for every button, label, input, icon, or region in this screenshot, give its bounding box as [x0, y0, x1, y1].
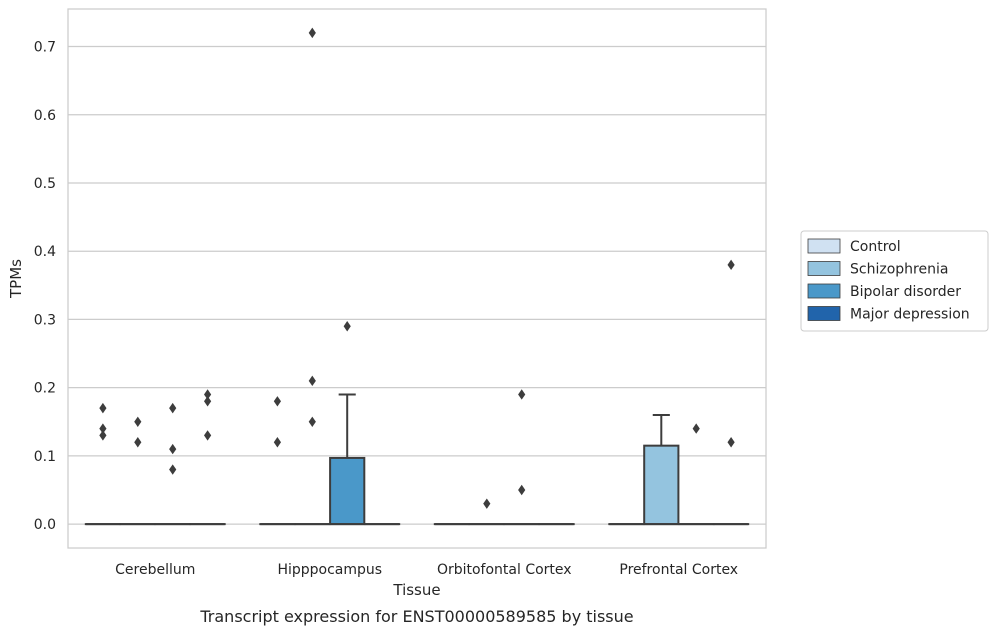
box-1-2: [468, 498, 505, 526]
y-ticks: 0.0 0.1 0.2 0.3 0.4 0.5 0.6 0.7: [34, 40, 56, 534]
box-2-3: [678, 423, 715, 526]
y-tick-label: 0.7: [34, 40, 56, 56]
legend-label: Major depression: [850, 307, 970, 323]
legend-swatch: [807, 283, 841, 299]
y-tick-label: 0.5: [34, 176, 56, 192]
y-tick-label: 0.0: [34, 517, 56, 533]
box-0-0: [84, 402, 122, 526]
outlier-point: [483, 498, 491, 509]
legend-swatch: [807, 306, 841, 321]
box-body: [643, 444, 680, 526]
outlier-point: [169, 464, 177, 475]
outlier-point: [169, 402, 177, 414]
outlier-point: [273, 396, 281, 407]
outlier-point: [727, 259, 735, 271]
box-2-1: [329, 321, 366, 526]
x-tick-label: Hipppocampus: [277, 562, 382, 578]
legend-label: Control: [850, 239, 901, 255]
outlier-point: [204, 389, 212, 400]
chart-caption: Transcript expression for ENST0000058958…: [199, 607, 633, 626]
y-tick-label: 0.1: [34, 449, 56, 465]
legend-swatch: [807, 238, 841, 254]
outlier-point: [692, 423, 700, 434]
legend-label: Schizophrenia: [850, 262, 948, 278]
x-ticks: Cerebellum Hipppocampus Orbitofontal Corte…: [115, 562, 738, 578]
box-0-1: [259, 396, 296, 526]
outlier-point: [99, 423, 107, 434]
outlier-point: [308, 416, 316, 427]
box-2-0: [154, 402, 191, 526]
outlier-point: [518, 484, 526, 496]
outlier-point: [727, 437, 735, 448]
outlier-point: [204, 396, 212, 407]
box-1-0: [119, 416, 156, 526]
box-body: [329, 456, 366, 526]
outlier-point: [134, 437, 142, 448]
outlier-point: [273, 437, 281, 448]
y-tick-label: 0.6: [34, 108, 56, 124]
box-3-3: [712, 259, 750, 526]
plot-frame: [67, 8, 767, 549]
outlier-point: [169, 443, 177, 455]
grid: [68, 45, 766, 525]
outlier-point: [343, 321, 351, 332]
box-1-3: [643, 413, 680, 526]
y-tick-label: 0.3: [34, 312, 56, 328]
x-tick-label: Cerebellum: [115, 562, 195, 578]
outlier-point: [518, 389, 526, 400]
y-axis-label: TPMs: [7, 259, 25, 299]
outlier-point: [204, 430, 212, 441]
x-axis-label: Tissue: [392, 581, 440, 599]
outlier-point: [99, 402, 107, 414]
outlier-point: [308, 27, 316, 39]
y-tick-label: 0.2: [34, 381, 56, 397]
box-1-1: [294, 27, 331, 526]
outlier-point: [134, 416, 142, 427]
legend: Control Schizophrenia Bipolar disorder Majo…: [800, 230, 989, 332]
y-tick-label: 0.4: [34, 244, 56, 260]
outlier-point: [308, 375, 316, 387]
box-3-0: [189, 389, 226, 526]
legend-swatch: [807, 261, 841, 276]
x-tick-label: Prefrontal Cortex: [619, 562, 738, 578]
legend-frame: [800, 230, 989, 332]
legend-label: Bipolar disorder: [850, 284, 961, 300]
box-2-2: [503, 389, 540, 526]
x-tick-label: Orbitofontal Cortex: [437, 562, 572, 578]
boxes: [84, 27, 750, 526]
outlier-point: [99, 430, 107, 441]
